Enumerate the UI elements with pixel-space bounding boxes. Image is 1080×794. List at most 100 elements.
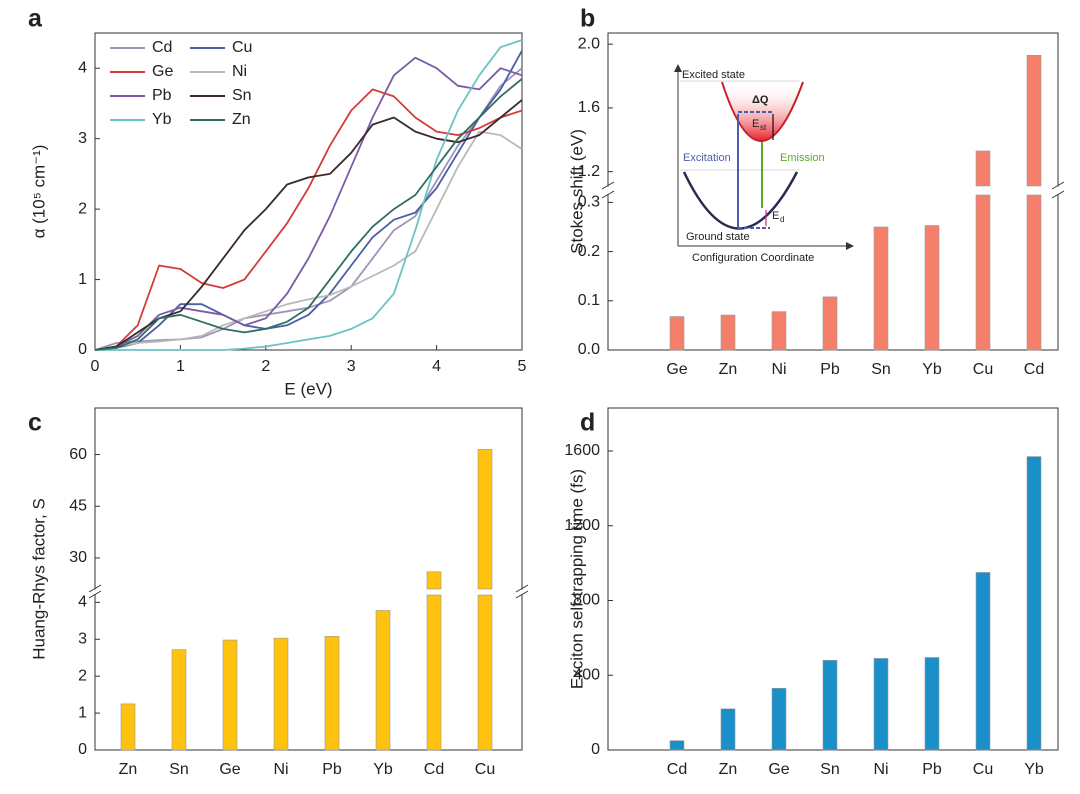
y-tick-label: 0.2 bbox=[578, 243, 600, 260]
bar bbox=[669, 316, 685, 351]
plot-frame bbox=[94, 32, 523, 351]
y-tick-label: 0 bbox=[78, 341, 87, 358]
y-tick-label: 0 bbox=[78, 741, 87, 758]
x-tick-label: Cd bbox=[667, 761, 687, 778]
bar bbox=[822, 296, 838, 351]
x-axis-label: E (eV) bbox=[284, 379, 332, 398]
bar bbox=[975, 194, 991, 351]
y-tick-label: 30 bbox=[69, 549, 87, 566]
x-tick-label: Ni bbox=[771, 361, 786, 378]
x-tick-label: Yb bbox=[922, 361, 942, 378]
x-tick-label: Cu bbox=[973, 361, 993, 378]
bar bbox=[873, 226, 889, 351]
series-line bbox=[94, 88, 523, 351]
x-tick-label: Zn bbox=[719, 761, 738, 778]
bar bbox=[120, 703, 136, 751]
y-axis-label: Stokes shift (eV) bbox=[567, 129, 586, 254]
legend-label: Zn bbox=[232, 111, 251, 128]
excited-parabola bbox=[721, 81, 804, 142]
y-axis-label: Huang-Rhys factor, S bbox=[29, 498, 48, 660]
bar bbox=[669, 740, 685, 751]
axis-break-mark bbox=[1051, 181, 1065, 190]
y-axis-label: Exciton self-trapping time (fs) bbox=[567, 469, 586, 689]
bar bbox=[273, 637, 289, 751]
x-tick-label: 3 bbox=[347, 358, 356, 375]
y-tick-label: 0.1 bbox=[578, 292, 600, 309]
axis-break-gap bbox=[1055, 186, 1061, 195]
y-tick-label: 1600 bbox=[564, 442, 600, 459]
x-tick-label: Sn bbox=[820, 761, 840, 778]
panel: a α (10⁵ cm⁻¹) 0 1 2 3 4 0 1 2 3 4 5 E (eV) Cd Cu Ge Ni Pb… bbox=[28, 5, 527, 399]
inset-arrow bbox=[674, 64, 682, 72]
axis-break-mark bbox=[601, 190, 615, 199]
bar bbox=[924, 657, 940, 751]
legend-label: Ge bbox=[152, 63, 173, 80]
x-tick-label: Yb bbox=[373, 761, 393, 778]
y-tick-label: 1 bbox=[78, 271, 87, 288]
bar bbox=[771, 688, 787, 751]
x-tick-label: 4 bbox=[432, 358, 441, 375]
inset-arrow bbox=[846, 242, 854, 250]
axis-break-mark bbox=[88, 590, 102, 599]
x-tick-label: Zn bbox=[719, 361, 738, 378]
y-tick-label: 0.3 bbox=[578, 194, 600, 211]
panel-letter: d bbox=[580, 409, 595, 437]
panel-letter: c bbox=[28, 409, 42, 437]
series-line bbox=[95, 39, 523, 351]
bar bbox=[375, 610, 391, 751]
axis-break-mark bbox=[515, 584, 529, 593]
bar bbox=[222, 639, 238, 751]
bar bbox=[1026, 194, 1042, 351]
x-tick-label: Pb bbox=[922, 761, 942, 778]
y-tick-label: 4 bbox=[78, 59, 87, 76]
inset-label: E bbox=[752, 118, 759, 130]
inset-label: Excitation bbox=[683, 152, 731, 164]
inset-label: Configuration Coordinate bbox=[692, 252, 814, 264]
plot-frame bbox=[94, 407, 523, 751]
y-tick-label: 2 bbox=[78, 667, 87, 684]
panel: b Stokes shift (eV) 0.0 0.1 0.2 0.3 1.2 1.6 2.0 G… bbox=[567, 5, 1065, 378]
legend-label: Ni bbox=[232, 63, 247, 80]
series-line bbox=[94, 50, 523, 351]
x-tick-label: Cu bbox=[973, 761, 993, 778]
bar bbox=[171, 649, 187, 751]
series-line bbox=[94, 130, 523, 351]
legend-label: Yb bbox=[152, 111, 172, 128]
inset-label: st bbox=[760, 123, 767, 132]
axis-break-gap bbox=[605, 186, 611, 195]
inset-diagram: Excited state ΔQ E st Excitation Emissio… bbox=[674, 64, 854, 264]
inset-label: Emission bbox=[780, 152, 825, 164]
bar bbox=[924, 225, 940, 351]
y-tick-label: 2.0 bbox=[578, 35, 600, 52]
bar bbox=[771, 311, 787, 351]
x-tick-label: Cd bbox=[1024, 361, 1044, 378]
inset-label: E bbox=[772, 210, 779, 222]
y-tick-label: 0.0 bbox=[578, 341, 600, 358]
y-tick-label: 3 bbox=[78, 130, 87, 147]
x-tick-label: 0 bbox=[91, 358, 100, 375]
y-tick-label: 1.2 bbox=[578, 163, 600, 180]
legend-label: Cu bbox=[232, 39, 252, 56]
y-tick-label: 0 bbox=[591, 741, 600, 758]
axis-break-mark bbox=[1051, 190, 1065, 199]
y-tick-label: 4 bbox=[78, 594, 87, 611]
legend-label: Pb bbox=[152, 87, 172, 104]
x-tick-label: Yb bbox=[1024, 761, 1044, 778]
bar bbox=[477, 449, 493, 590]
bar bbox=[324, 636, 340, 751]
y-tick-label: 2 bbox=[78, 200, 87, 217]
y-tick-label: 1.6 bbox=[578, 99, 600, 116]
y-tick-label: 400 bbox=[573, 666, 600, 683]
x-tick-label: Ge bbox=[666, 361, 687, 378]
x-tick-label: Ni bbox=[873, 761, 888, 778]
axis-break-mark bbox=[515, 590, 529, 599]
x-tick-label: Cd bbox=[424, 761, 444, 778]
panel: c Huang-Rhys factor, S 0 1 2 3 4 30 45 60 Zn Sn Ge Ni… bbox=[28, 407, 529, 778]
series-line bbox=[94, 78, 523, 351]
bar bbox=[426, 594, 442, 751]
legend-label: Sn bbox=[232, 87, 252, 104]
inset-label: d bbox=[780, 215, 784, 224]
x-tick-label: Ge bbox=[219, 761, 240, 778]
y-tick-label: 60 bbox=[69, 446, 87, 463]
